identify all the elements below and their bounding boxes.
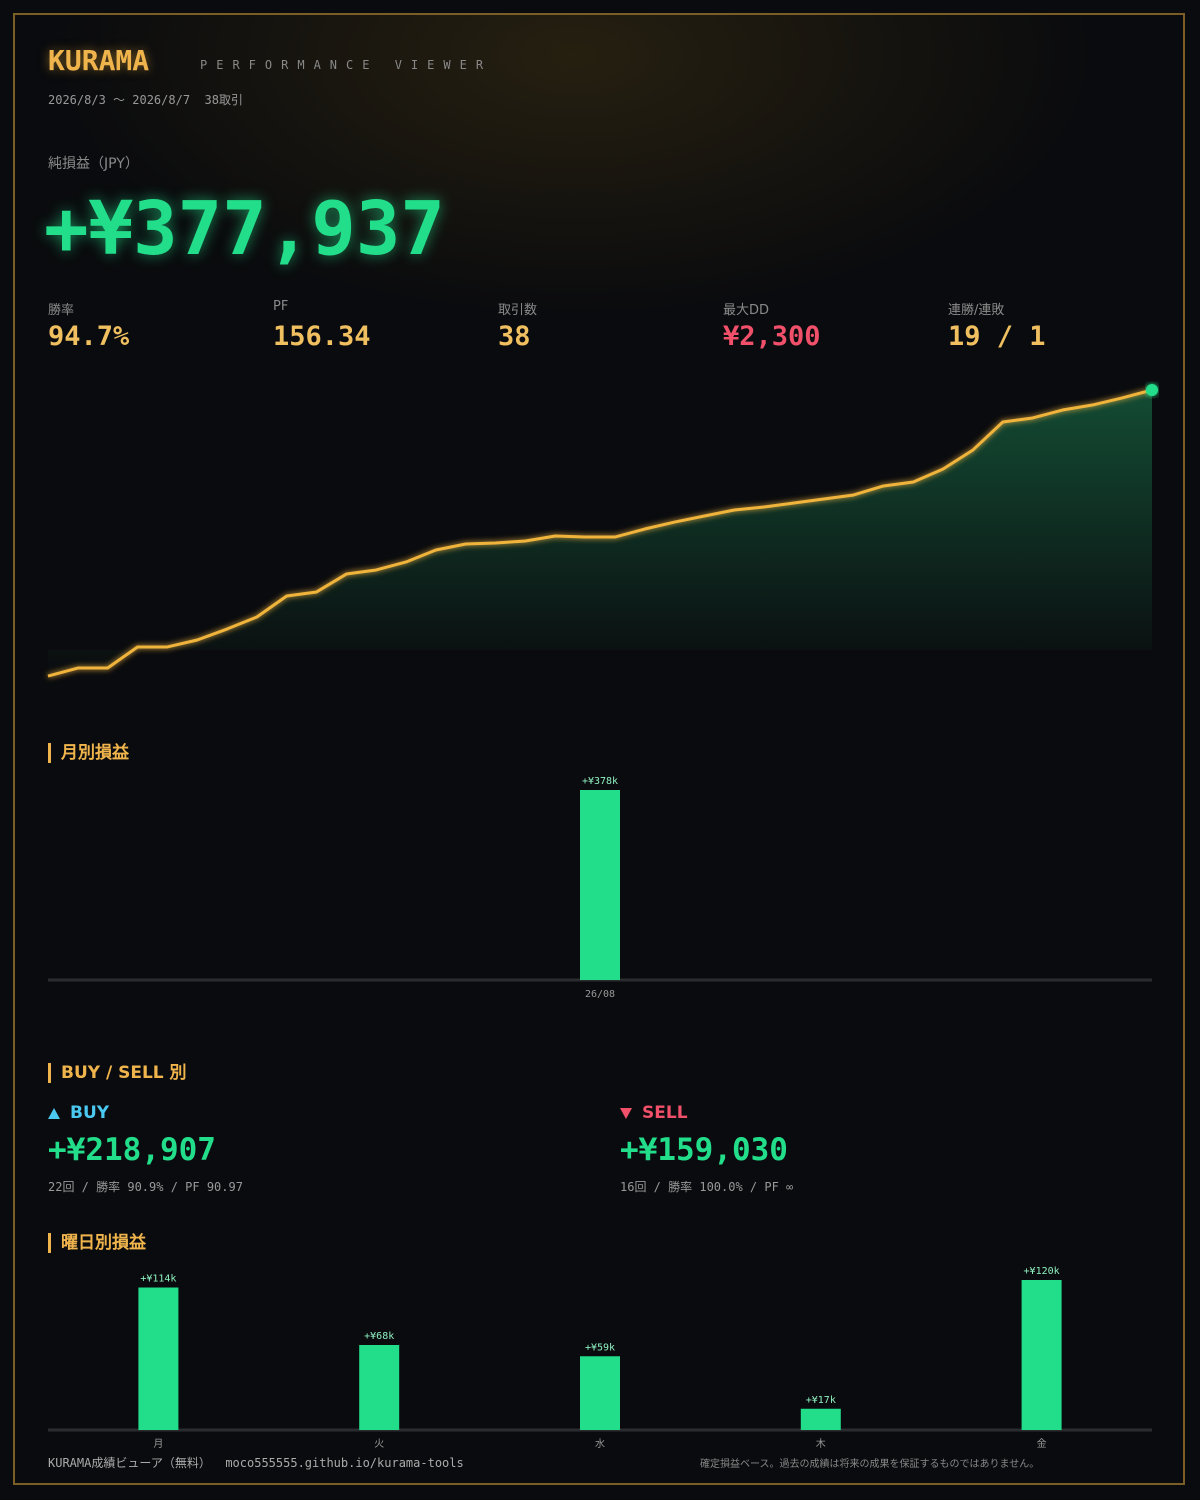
value-label: +¥120k (1024, 1266, 1060, 1277)
footer-right: 確定損益ベース。過去の成績は将来の成果を保証するものではありません。 (700, 1459, 1040, 1470)
value-label: +¥114k (140, 1274, 176, 1285)
net-label: 純損益（JPY） (48, 156, 139, 172)
area-fill (48, 390, 1152, 677)
kpi-label: 取引数 (498, 303, 538, 318)
brand-subtitle: PERFORMANCE VIEWER (200, 58, 493, 72)
x-tick-label: 水 (595, 1438, 605, 1450)
buy-stats: 22回 / 勝率 90.9% / PF 90.97 (48, 1180, 243, 1194)
buy-title: BUY (70, 1103, 110, 1123)
bar (580, 790, 620, 980)
kpi-label: PF (273, 299, 289, 314)
kpi-value: 38 (498, 321, 531, 352)
kpi-label: 最大DD (723, 303, 770, 318)
kpi-value: 19 / 1 (948, 321, 1046, 352)
sell-value: +¥159,030 (620, 1132, 788, 1168)
footer-left: KURAMA成績ビューア（無料） moco555555.github.io/ku… (48, 1456, 464, 1470)
value-label: +¥378k (582, 776, 618, 787)
kpi-value: 156.34 (273, 321, 371, 352)
bar (138, 1287, 179, 1430)
kpi-label: 連勝/連敗 (948, 303, 1005, 318)
bar (1021, 1280, 1062, 1430)
section-title: 曜日別損益 (48, 1233, 146, 1253)
bar (580, 1356, 620, 1430)
section-title: BUY / SELL 別 (48, 1063, 187, 1083)
value-label: +¥68k (364, 1331, 394, 1342)
end-dot (1146, 384, 1158, 396)
buy-value: +¥218,907 (48, 1132, 216, 1168)
frame (13, 13, 1185, 1485)
x-tick-label: 金 (1037, 1437, 1047, 1450)
value-label: +¥17k (806, 1395, 836, 1406)
bar (359, 1345, 400, 1430)
buy-icon (48, 1108, 60, 1119)
x-tick-label: 火 (374, 1438, 384, 1450)
sell-icon (620, 1108, 632, 1119)
bar (800, 1408, 841, 1430)
kpi-value: ¥2,300 (723, 321, 821, 352)
x-tick-label: 木 (816, 1438, 826, 1450)
kpi-value: 94.7% (48, 321, 130, 352)
x-tick-label: 26/08 (585, 989, 615, 1000)
period: 2026/8/3 〜 2026/8/7 38取引 (48, 93, 243, 107)
kpi-label: 勝率 (48, 303, 75, 318)
brand-title: KURAMA (48, 44, 150, 77)
section-title: 月別損益 (48, 743, 129, 763)
net-value: +¥377,937 (44, 186, 445, 272)
x-tick-label: 月 (153, 1438, 163, 1450)
sell-stats: 16回 / 勝率 100.0% / PF ∞ (620, 1180, 794, 1194)
value-label: +¥59k (585, 1342, 615, 1353)
sell-title: SELL (642, 1103, 688, 1123)
equity-line (47, 388, 1153, 678)
